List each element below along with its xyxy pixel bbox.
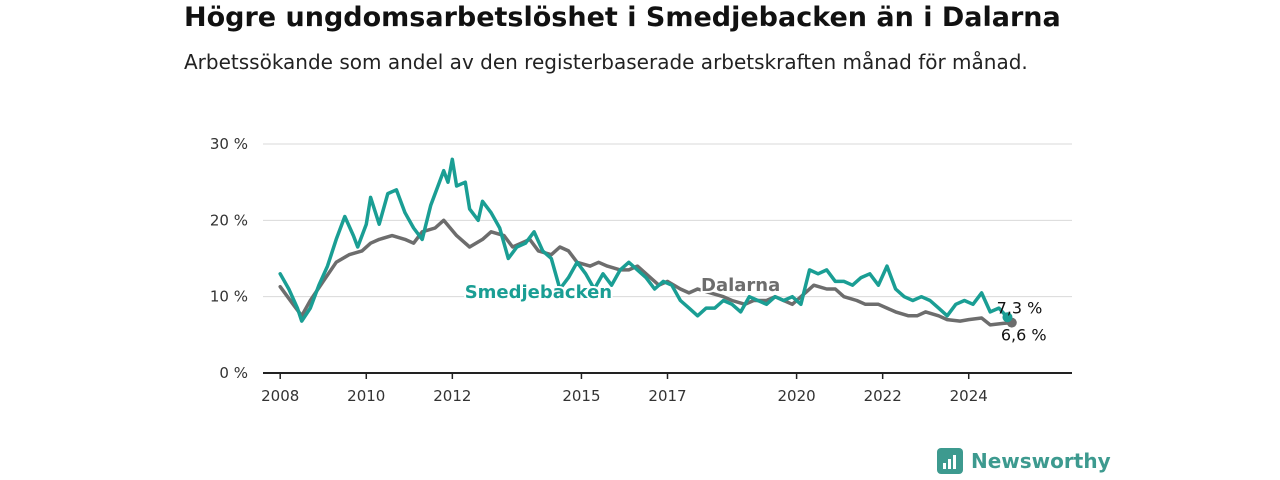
end-value-label: 7,3 % [997, 298, 1043, 317]
x-tick-label: 2015 [562, 387, 600, 405]
x-tick-label: 2012 [433, 387, 471, 405]
series-line-dalarna [278, 218, 1014, 327]
y-tick-label: 10 % [210, 288, 248, 306]
y-axis-ticks: 0 % 10 % 20 % 30 % [210, 135, 248, 382]
y-tick-label: 30 % [210, 135, 248, 153]
end-point-smedjebacken [1002, 312, 1013, 323]
chart-title: Högre ungdomsarbetslöshet i Smedjebacken… [184, 2, 1061, 33]
x-tick-label: 2017 [648, 387, 686, 405]
series-labels: 6,6 % 7,3 % Smedjebacken Dalarna [463, 273, 1047, 345]
y-tick-label: 0 % [219, 364, 248, 382]
end-value-label: 6,6 % [1001, 326, 1047, 345]
x-tick-label: 2022 [864, 387, 902, 405]
inline-label-smedjebacken: Smedjebacken [465, 282, 612, 303]
x-axis-ticks: 2008 2010 2012 2015 2017 2020 2022 2024 [261, 373, 988, 405]
inline-label-dalarna: Dalarna [701, 275, 780, 296]
gridlines [263, 143, 1072, 374]
newsworthy-logo[interactable]: Newsworthy [937, 448, 1111, 474]
x-tick-label: 2010 [347, 387, 385, 405]
series-line-smedjebacken [278, 157, 1010, 323]
series-lines [278, 157, 1017, 328]
y-tick-label: 20 % [210, 211, 248, 229]
x-tick-label: 2020 [778, 387, 816, 405]
chart-subtitle: Arbetssökande som andel av den registerb… [184, 50, 1028, 74]
brand-name: Newsworthy [971, 449, 1111, 473]
x-tick-label: 2024 [950, 387, 988, 405]
x-tick-label: 2008 [261, 387, 299, 405]
bar-chart-logo-icon [937, 448, 963, 474]
